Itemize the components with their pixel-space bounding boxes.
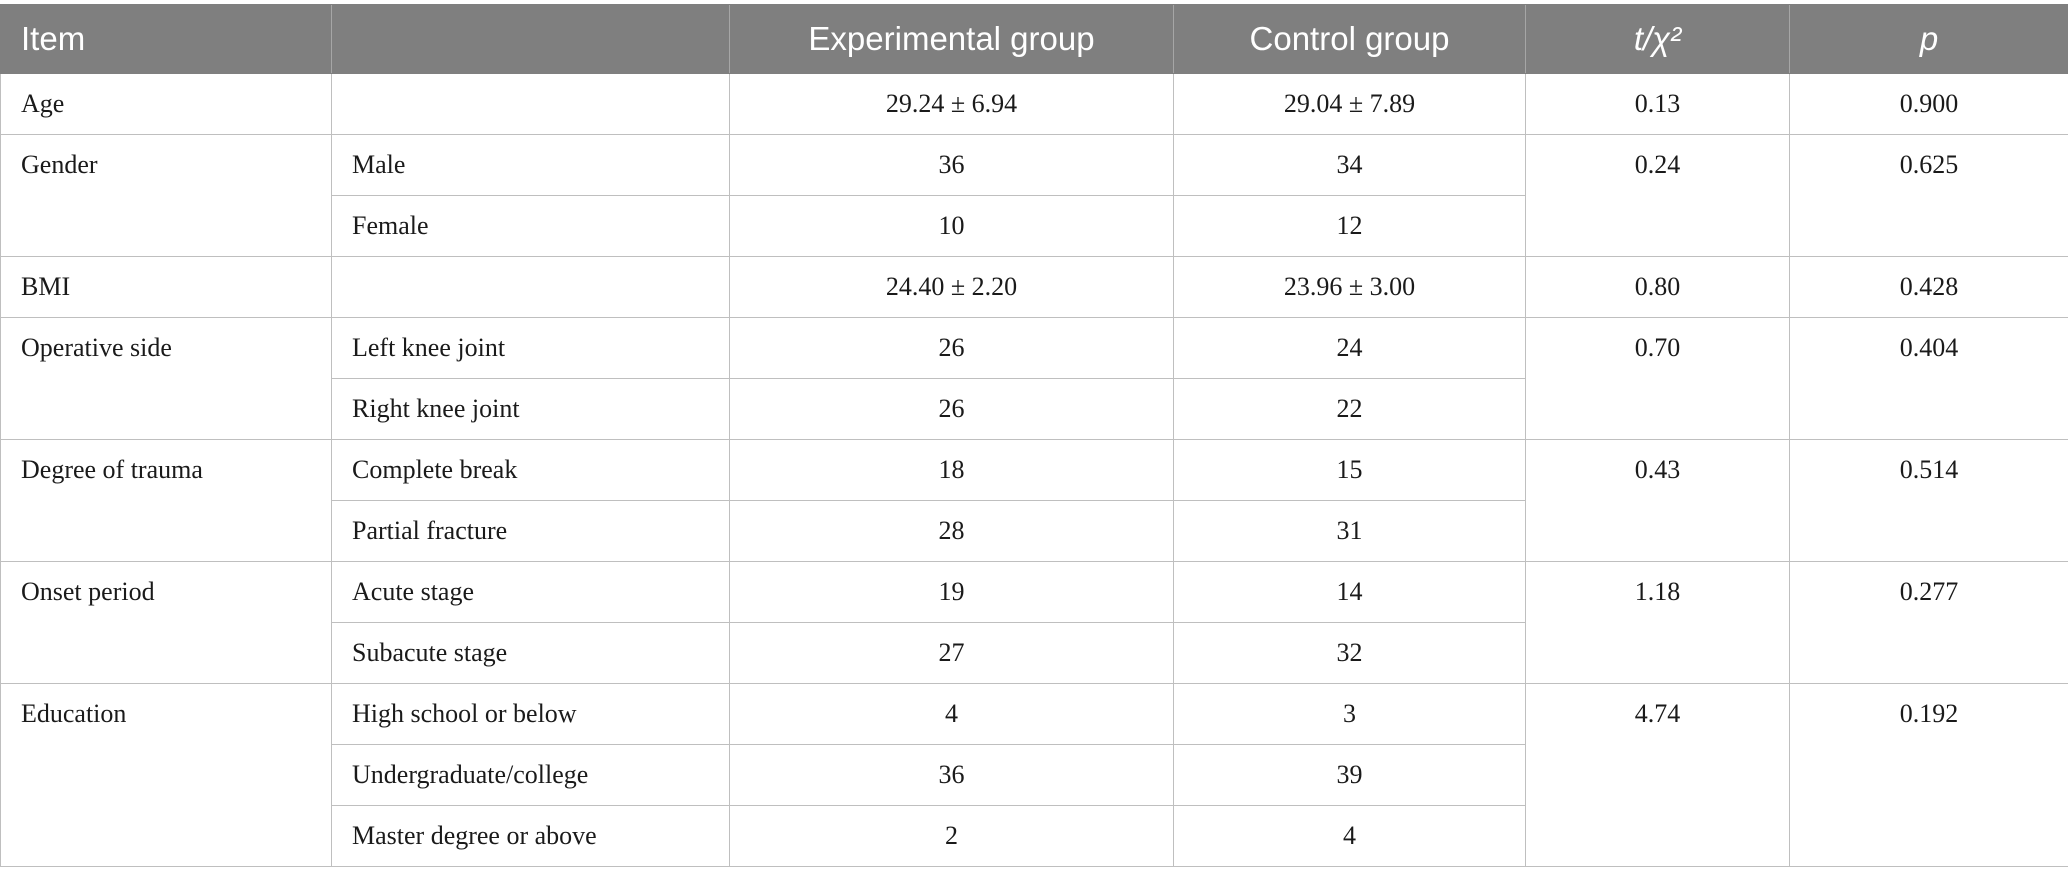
control-value: 24 [1173,317,1526,379]
row-subcategory: Female [331,195,730,257]
row-subcategory: Left knee joint [331,317,730,379]
experimental-value: 29.24 ± 6.94 [729,73,1174,135]
table-row-degree-of-trauma: Degree of trauma Complete break 18 15 0.… [0,439,2068,562]
row-subcategory: Complete break [331,439,730,501]
experimental-value: 18 [729,439,1174,501]
table-row-education-sub: Master degree or above 2 4 [1,805,2068,867]
control-value: 3 [1173,683,1526,745]
table-row-onset-period: Onset period Acute stage 19 14 1.18 0.27… [0,561,2068,684]
experimental-value: 28 [729,500,1174,562]
experimental-value: 2 [729,805,1174,867]
control-value: 31 [1173,500,1526,562]
p-value: 0.514 [1789,439,2068,562]
experimental-value: 26 [729,378,1174,440]
row-label: Onset period [0,561,332,684]
row-subcategory: Acute stage [331,561,730,623]
test-statistic-value: 0.24 [1525,134,1790,257]
row-label: Education [0,683,332,867]
p-value: 0.277 [1789,561,2068,684]
header-test-statistic: t/χ² [1525,4,1790,74]
header-control-group: Control group [1173,4,1526,74]
experimental-value: 27 [729,622,1174,684]
control-value: 32 [1173,622,1526,684]
table-row-education-sub: Undergraduate/college 36 39 [1,744,2068,806]
header-subcategory [331,4,730,74]
table-row-age: Age 29.24 ± 6.94 29.04 ± 7.89 0.13 0.900 [0,73,2068,135]
test-statistic-value: 1.18 [1525,561,1790,684]
row-label: Operative side [0,317,332,440]
p-value: 0.428 [1789,256,2068,318]
control-value: 29.04 ± 7.89 [1173,73,1526,135]
test-statistic-value: 0.43 [1525,439,1790,562]
row-subcategory: Partial fracture [331,500,730,562]
control-value: 23.96 ± 3.00 [1173,256,1526,318]
p-value: 0.900 [1789,73,2068,135]
experimental-value: 19 [729,561,1174,623]
experimental-value: 4 [729,683,1174,745]
p-value: 0.625 [1789,134,2068,257]
row-label: Degree of trauma [0,439,332,562]
test-statistic-value: 4.74 [1525,683,1790,867]
row-subcategory: Right knee joint [331,378,730,440]
header-experimental-group: Experimental group [729,4,1174,74]
p-value: 0.192 [1789,683,2068,867]
header-p-value: p [1789,4,2068,74]
header-row: Item Experimental group Control group t/… [0,4,2068,74]
table-row-bmi: BMI 24.40 ± 2.20 23.96 ± 3.00 0.80 0.428 [0,256,2068,318]
experimental-value: 10 [729,195,1174,257]
test-statistic-value: 0.13 [1525,73,1790,135]
table-row-degree-of-trauma-sub: Partial fracture 28 31 [1,500,2068,562]
experimental-value: 24.40 ± 2.20 [729,256,1174,318]
row-subcategory: Master degree or above [331,805,730,867]
experimental-value: 36 [729,134,1174,196]
control-value: 12 [1173,195,1526,257]
control-value: 39 [1173,744,1526,806]
control-value: 14 [1173,561,1526,623]
control-value: 4 [1173,805,1526,867]
control-value: 15 [1173,439,1526,501]
table-row-onset-period-sub: Subacute stage 27 32 [1,622,2068,684]
p-value: 0.404 [1789,317,2068,440]
test-statistic-value: 0.70 [1525,317,1790,440]
row-label: BMI [0,256,332,318]
row-subcategory [331,73,730,135]
row-subcategory: Male [331,134,730,196]
row-subcategory: Subacute stage [331,622,730,684]
control-value: 34 [1173,134,1526,196]
experimental-value: 26 [729,317,1174,379]
control-value: 22 [1173,378,1526,440]
table-row-gender-sub: Female 10 12 [1,195,2068,257]
row-subcategory: Undergraduate/college [331,744,730,806]
table-row-education: Education High school or below 4 3 4.74 … [0,683,2068,867]
row-label: Age [0,73,332,135]
row-label: Gender [0,134,332,257]
test-statistic-value: 0.80 [1525,256,1790,318]
table-row-gender: Gender Male 36 34 0.24 0.625 [0,134,2068,257]
row-subcategory [331,256,730,318]
experimental-value: 36 [729,744,1174,806]
table-row-operative-side: Operative side Left knee joint 26 24 0.7… [0,317,2068,440]
row-subcategory: High school or below [331,683,730,745]
header-item: Item [0,4,332,74]
baseline-characteristics-table: Item Experimental group Control group t/… [0,4,2068,867]
